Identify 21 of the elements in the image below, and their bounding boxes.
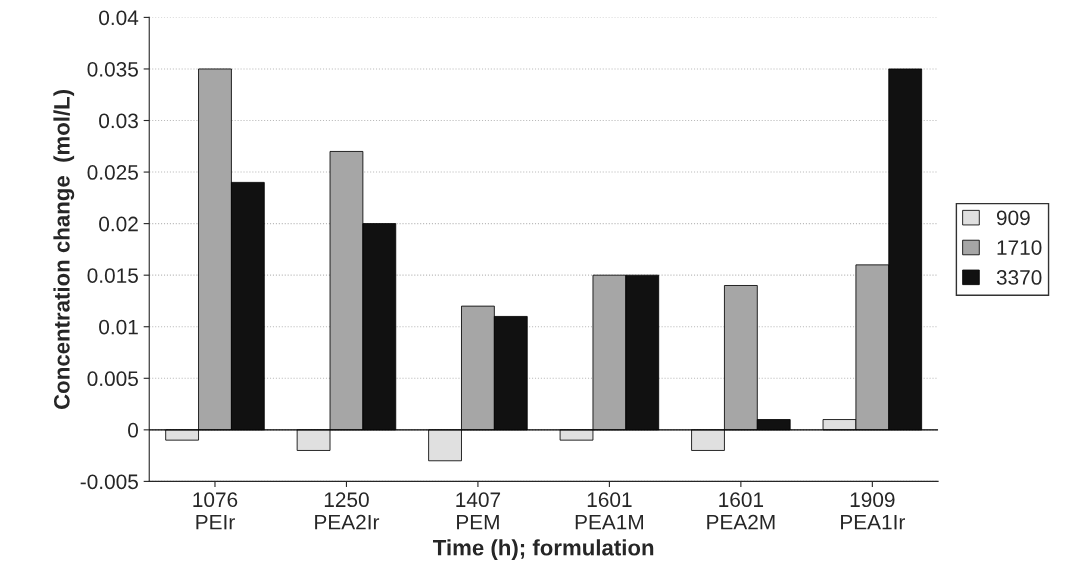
x-tick-label: 1076 PEIr	[193, 492, 238, 530]
y-tick-label: 0.005	[87, 371, 138, 387]
x-tick-label: 1601 PEA1M	[575, 492, 643, 530]
x-tick-label: 1407 PEM	[456, 492, 501, 530]
y-tick-label: 0.01	[99, 319, 138, 335]
y-tick-label: -0.005	[80, 474, 138, 490]
y-tick-label: 0.015	[87, 268, 138, 283]
x-tick-label: 1601 PEA2M	[707, 492, 775, 530]
y-tick-label: 0.04	[99, 10, 139, 26]
legend-label: 3370	[996, 270, 1042, 285]
x-axis-title: Time (h); formulation	[433, 539, 654, 560]
y-tick-label: 0.02	[99, 216, 138, 232]
y-tick-label: 0.035	[87, 61, 138, 77]
legend-label: 1710	[997, 240, 1042, 255]
x-tick-label: 1909 PEA1Ir	[841, 492, 905, 530]
y-axis-title: Concentration change (mol/L)	[53, 90, 75, 409]
legend-label: 909	[996, 210, 1030, 226]
x-tick-label: 1250 PEA2Ir	[315, 492, 380, 530]
y-tick-label: 0.025	[87, 165, 138, 180]
y-tick-label: 0	[128, 422, 139, 438]
y-tick-label: 0.03	[99, 113, 138, 129]
